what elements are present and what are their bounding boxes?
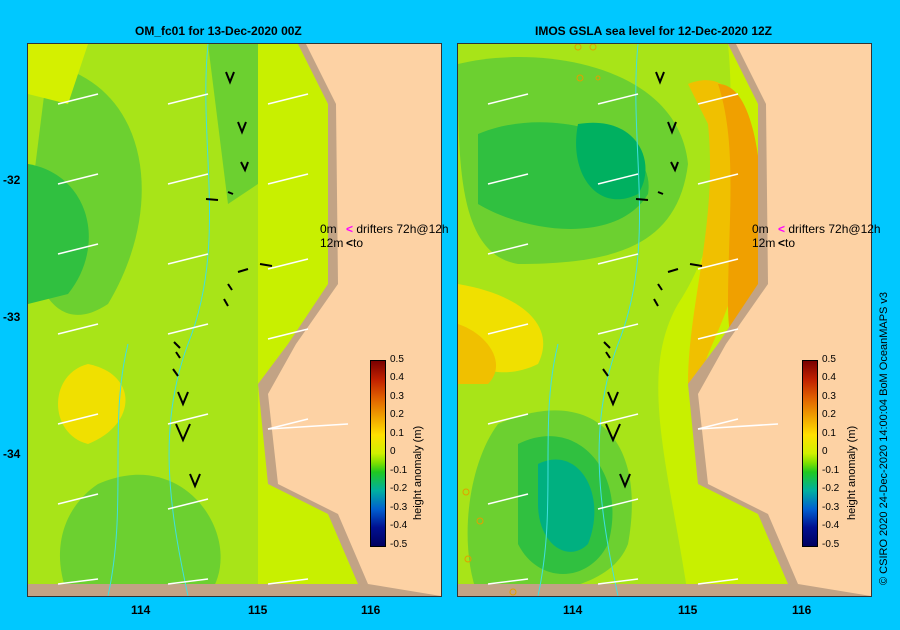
right-cb-tick-3: 0.2 (822, 409, 836, 420)
right-colorbar (802, 360, 818, 547)
right-legend-top-right: < drifters 72h@12h (778, 222, 881, 236)
left-legend-bottom-right: <to (346, 236, 363, 250)
drifter-surface-icon: < (346, 222, 354, 236)
left-cb-tick-8: -0.3 (390, 502, 408, 513)
left-cb-tick-5: 0 (390, 446, 396, 457)
drifter-depth-icon: < (778, 236, 786, 250)
right-cb-tick-9: -0.4 (822, 520, 840, 531)
left-cb-tick-6: -0.1 (390, 465, 408, 476)
left-legend-top-right-label: drifters 72h@12h (356, 222, 449, 236)
x-tick-116-right: 116 (792, 603, 812, 617)
y-tick-34: -34 (3, 447, 21, 461)
left-colorbar-title: height anomaly (m) (412, 425, 424, 520)
right-cb-tick-4: 0.1 (822, 428, 836, 439)
right-cb-tick-10: -0.5 (822, 539, 840, 550)
x-tick-115-right: 115 (678, 603, 698, 617)
left-legend-top-right: < drifters 72h@12h (346, 222, 449, 236)
x-tick-114-right: 114 (563, 603, 583, 617)
right-cb-tick-8: -0.3 (822, 502, 840, 513)
left-cb-tick-2: 0.3 (390, 391, 404, 402)
right-cb-tick-7: -0.2 (822, 483, 840, 494)
right-cb-tick-5: 0 (822, 446, 828, 457)
x-tick-114-left: 114 (131, 603, 151, 617)
left-legend-top-left: 0m (320, 222, 337, 236)
right-colorbar-title: height anomaly (m) (846, 425, 858, 520)
left-cb-tick-4: 0.1 (390, 428, 404, 439)
credit-text: © CSIRO 2020 24-Dec-2020 14:00:04 BoM Oc… (878, 291, 890, 585)
right-legend-bottom-left: 12m (752, 236, 776, 250)
left-cb-tick-3: 0.2 (390, 409, 404, 420)
left-map-svg (28, 44, 441, 596)
left-legend-bottom-left: 12m (320, 236, 344, 250)
right-cb-tick-0: 0.5 (822, 354, 836, 365)
x-tick-116-left: 116 (361, 603, 381, 617)
right-legend-top-right-label: drifters 72h@12h (788, 222, 881, 236)
left-cb-tick-1: 0.4 (390, 372, 404, 383)
drifter-depth-icon: < (346, 236, 354, 250)
x-tick-115-left: 115 (248, 603, 268, 617)
left-legend-bottom-right-label: to (353, 236, 364, 250)
left-cb-tick-0: 0.5 (390, 354, 404, 365)
left-cb-tick-9: -0.4 (390, 520, 408, 531)
left-cb-tick-10: -0.5 (390, 539, 408, 550)
right-cb-tick-6: -0.1 (822, 465, 840, 476)
left-panel-title: OM_fc01 for 13-Dec-2020 00Z (135, 24, 302, 38)
y-tick-32: -32 (3, 173, 21, 187)
left-colorbar (370, 360, 386, 547)
right-cb-tick-2: 0.3 (822, 391, 836, 402)
drifter-surface-icon: < (778, 222, 786, 236)
right-legend-bottom-right-label: to (785, 236, 796, 250)
right-panel-title: IMOS GSLA sea level for 12-Dec-2020 12Z (535, 24, 772, 38)
right-cb-tick-1: 0.4 (822, 372, 836, 383)
right-legend-bottom-right: <to (778, 236, 795, 250)
left-map-panel (27, 43, 442, 597)
left-cb-tick-7: -0.2 (390, 483, 408, 494)
y-tick-33: -33 (3, 310, 21, 324)
right-legend-top-left: 0m (752, 222, 769, 236)
